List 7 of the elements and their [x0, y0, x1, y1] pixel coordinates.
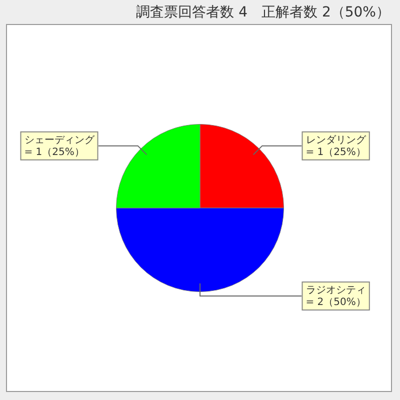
slice-label: レンダリング: [306, 134, 367, 146]
chart-title: 調査票回答者数 4 正解者数 2（50%）: [136, 4, 390, 21]
slice-label: シェーディング: [24, 134, 96, 146]
data-label: = 2（50%）: [306, 297, 366, 308]
slice-label: ラジオシティ: [306, 285, 366, 296]
data-label: = 1（25%）: [306, 146, 366, 158]
data-label: = 1（25%）: [24, 146, 84, 158]
